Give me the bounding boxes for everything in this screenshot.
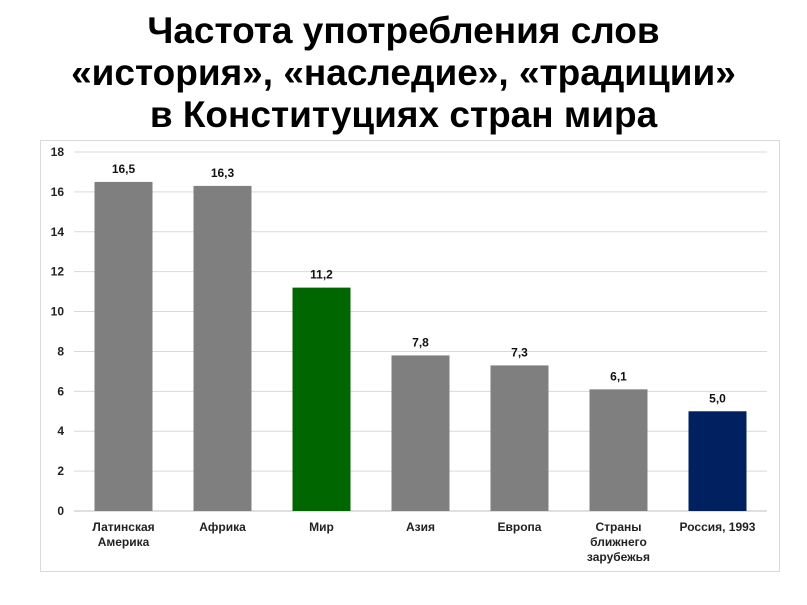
category-label: Мир (309, 520, 334, 534)
category-label: Европа (498, 520, 542, 534)
bar-6 (589, 389, 648, 511)
category-label: зарубежья (587, 550, 650, 564)
y-tick-label: 0 (57, 504, 64, 518)
category-label: Африка (199, 520, 246, 534)
y-tick-label: 16 (51, 185, 65, 199)
bar-4 (391, 355, 450, 511)
category-label: Америка (98, 535, 150, 549)
chart-title-line-3: в Конституциях стран мира (149, 94, 658, 135)
y-tick-label: 10 (51, 305, 65, 319)
y-tick-label: 18 (51, 145, 65, 159)
data-label: 5,0 (709, 391, 726, 405)
bar-1 (94, 181, 153, 511)
y-tick-label: 14 (51, 225, 65, 239)
y-tick-label: 2 (57, 464, 64, 478)
y-tick-label: 8 (57, 344, 64, 358)
bar-5 (490, 365, 549, 511)
chart-title-line-2: «история», «наследие», «традиции» (71, 52, 736, 93)
chart-title: Частота употребления слов «история», «на… (0, 10, 807, 136)
category-label: Россия, 1993 (680, 520, 756, 534)
data-label: 11,2 (310, 268, 333, 282)
category-label: Латинская (92, 520, 154, 534)
category-label: Страны (595, 520, 641, 534)
y-tick-label: 4 (57, 424, 64, 438)
category-label: Азия (406, 520, 435, 534)
data-label: 7,3 (511, 345, 528, 359)
data-label: 16,5 (112, 162, 136, 176)
bar-3 (292, 287, 351, 511)
data-label: 7,8 (412, 335, 429, 349)
y-tick-label: 6 (57, 384, 64, 398)
bar-7 (688, 411, 747, 511)
data-label: 16,3 (211, 166, 235, 180)
chart-title-line-1: Частота употребления слов (147, 10, 660, 51)
data-label: 6,1 (610, 369, 627, 383)
y-tick-label: 12 (51, 265, 65, 279)
bar-2 (193, 185, 252, 511)
category-label: ближнего (590, 535, 647, 549)
